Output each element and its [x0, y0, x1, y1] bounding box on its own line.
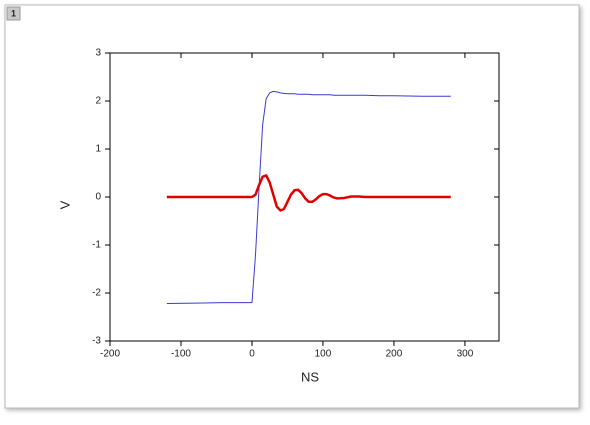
x-tick-label: 300 — [457, 349, 474, 360]
y-tick-label: 2 — [95, 96, 101, 107]
y-tick-label: -1 — [92, 240, 101, 251]
window-tab — [6, 6, 21, 21]
y-tick-label: 3 — [95, 48, 101, 59]
y-tick-label: -2 — [92, 288, 101, 299]
y-tick-label: -3 — [92, 336, 101, 347]
x-tick-label: -100 — [171, 349, 191, 360]
y-tick-label: 0 — [95, 192, 101, 203]
y-axis-label: V — [57, 200, 72, 209]
series-line — [166, 174, 451, 212]
window-frame — [4, 4, 580, 409]
x-tick-label: 200 — [386, 349, 403, 360]
x-tick-label: 100 — [315, 349, 332, 360]
x-tick-label: -200 — [100, 349, 120, 360]
window-label: 1 — [11, 8, 16, 18]
y-tick-label: 1 — [95, 144, 101, 155]
x-tick-label: 0 — [249, 349, 255, 360]
x-axis-label: NS — [301, 369, 319, 384]
